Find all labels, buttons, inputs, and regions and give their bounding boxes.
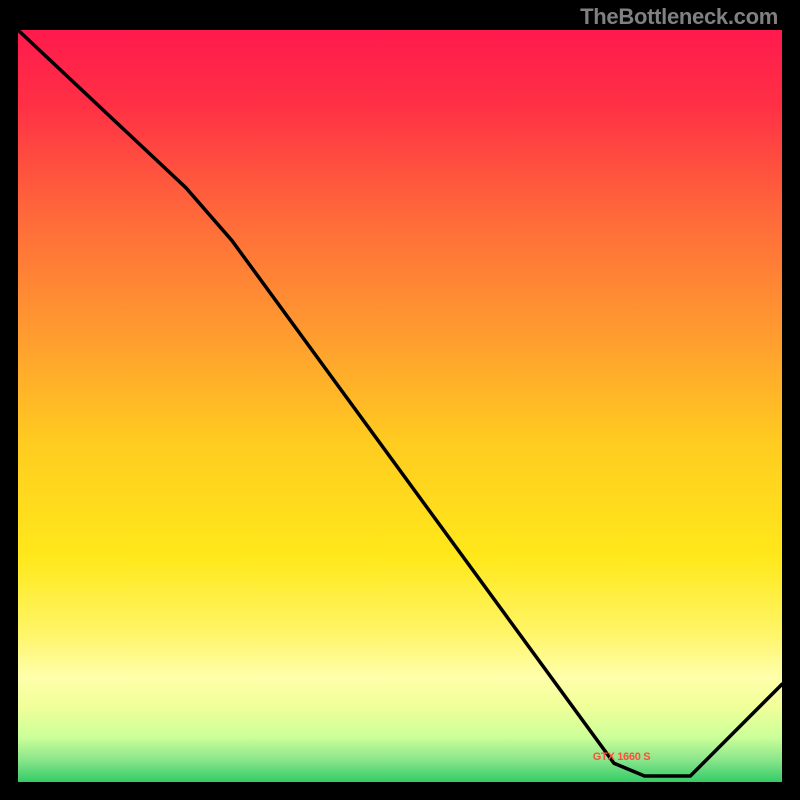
plot-frame: GTX 1660 S xyxy=(18,30,782,782)
series-annotation: GTX 1660 S xyxy=(593,751,651,763)
curve-line xyxy=(18,30,782,782)
watermark-text: TheBottleneck.com xyxy=(580,4,778,30)
